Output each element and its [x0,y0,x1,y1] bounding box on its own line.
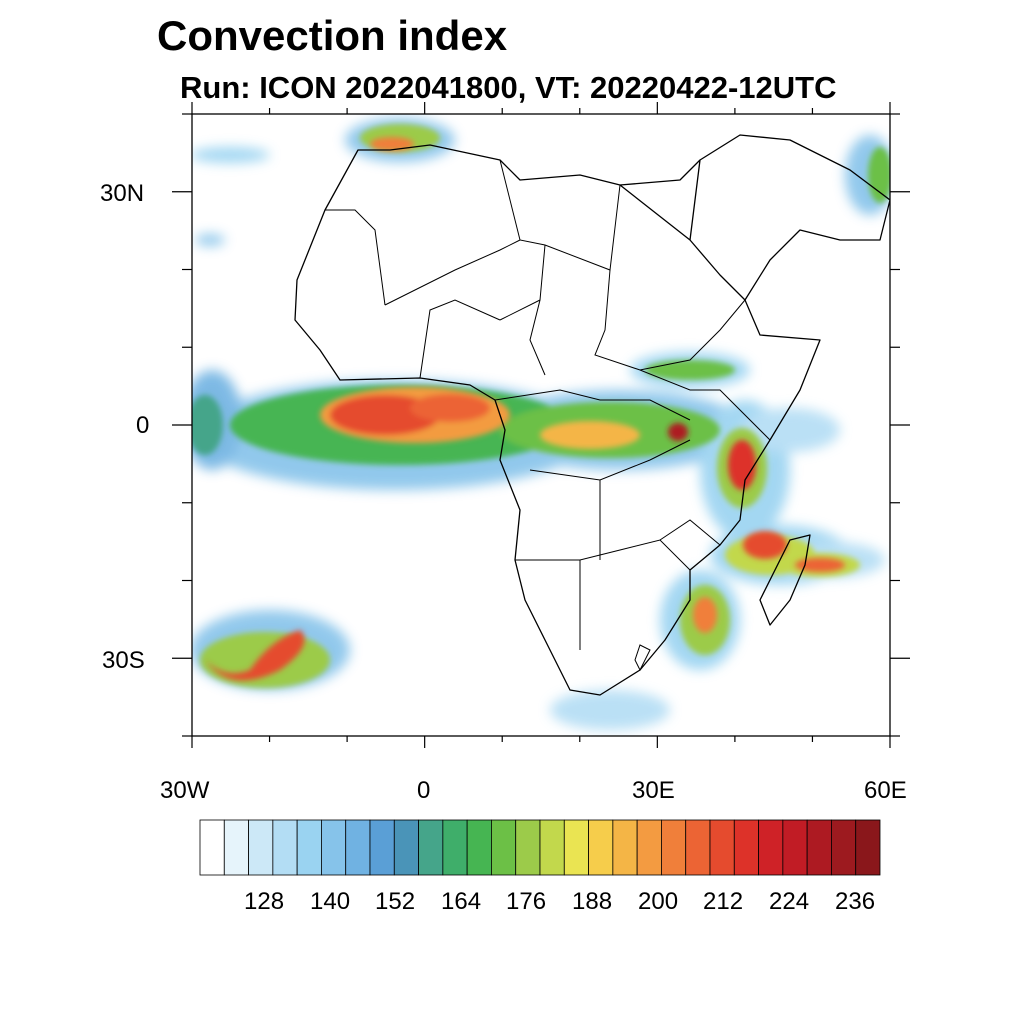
colorbar-label: 140 [310,888,351,915]
colorbar-swatch [515,819,541,876]
colorbar-label: 128 [244,888,285,915]
lon-tick-label-60e: 60E [864,777,907,804]
colorbar [199,819,881,876]
colorbar-swatch [272,819,298,876]
colorbar-swatch [345,819,371,876]
lat-tick-label-30n: 30N [100,180,145,207]
colorbar-swatch [296,819,322,876]
colorbar-swatch [733,819,759,876]
colorbar-swatch [855,819,881,876]
colorbar-swatch [612,819,638,876]
field-core [205,137,845,681]
colorbar-label: 224 [769,888,810,915]
colorbar-swatch [248,819,274,876]
colorbar-swatch [321,819,347,876]
colorbar-swatch [831,819,857,876]
lat-tick-label-30s: 30S [102,647,145,674]
lon-tick-label-30w: 30W [160,777,210,804]
colorbar-swatch [393,819,419,876]
colorbar-swatch [539,819,565,876]
convection-field [192,118,890,730]
axis-ticks [172,102,910,748]
colorbar-label: 188 [572,888,613,915]
colorbar-swatch [466,819,492,876]
colorbar-swatch [223,819,249,876]
colorbar-swatch [563,819,589,876]
lon-tick-label-30e: 30E [632,777,675,804]
field-mid [192,124,890,688]
colorbar-swatch [491,819,517,876]
colorbar-swatch [636,819,662,876]
colorbar-swatch [442,819,468,876]
colorbar-swatch [588,819,614,876]
colorbar-swatch [661,819,687,876]
colorbar-swatch [709,819,735,876]
coastlines [294,134,890,696]
colorbar-label: 236 [835,888,876,915]
colorbar-label: 176 [506,888,547,915]
chart-title: Convection index [157,12,508,59]
colorbar-label: 152 [375,888,416,915]
colorbar-swatch [758,819,784,876]
colorbar-swatch [369,819,395,876]
colorbar-swatch [806,819,832,876]
colorbar-label: 212 [703,888,744,915]
colorbar-swatch [418,819,444,876]
colorbar-swatch [199,819,225,876]
lat-tick-label-0: 0 [136,412,150,439]
country-borders [325,159,771,672]
chart-subtitle: Run: ICON 2022041800, VT: 20220422-12UTC [180,70,837,105]
colorbar-label: 164 [441,888,482,915]
colorbar-label: 200 [638,888,679,915]
colorbar-swatch [782,819,808,876]
colorbar-swatch [685,819,711,876]
lon-tick-label-0: 0 [417,777,431,804]
